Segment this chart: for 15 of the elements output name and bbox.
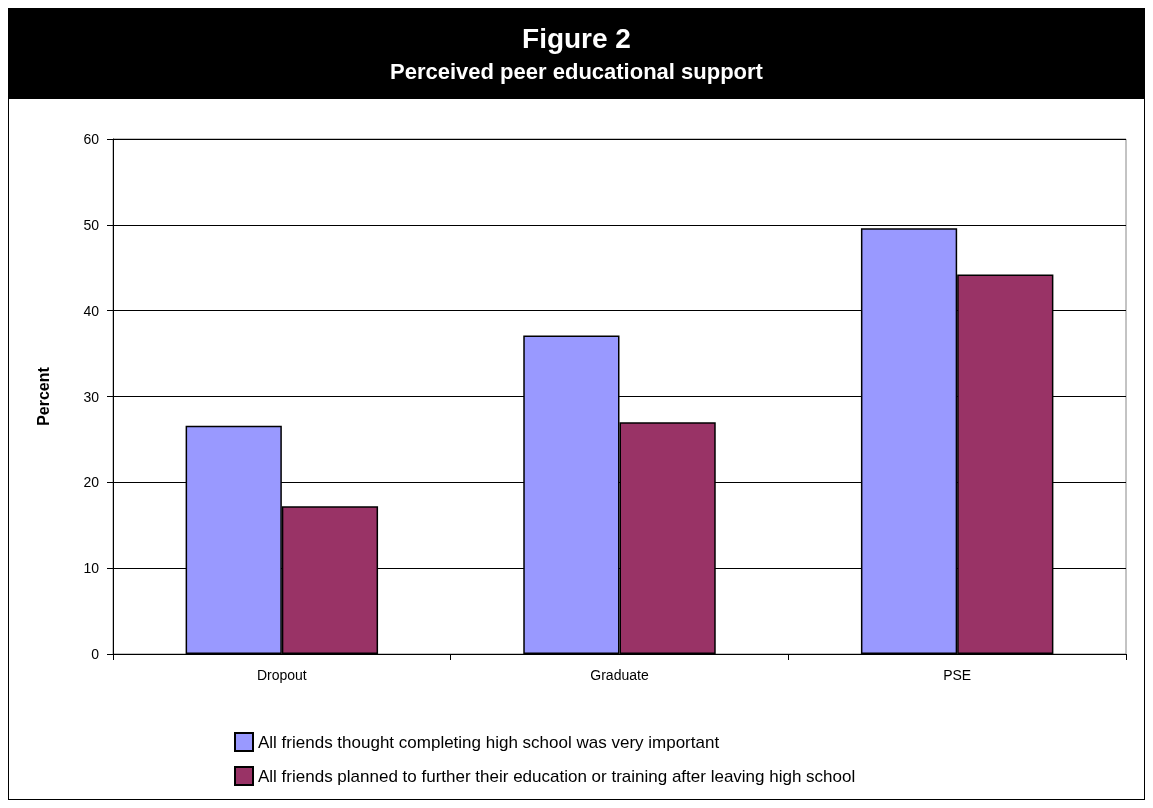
y-tick-label: 50 (83, 216, 100, 233)
legend-label: All friends planned to further their education or training after leaving high school (258, 766, 856, 786)
chart-title: Figure 2 (521, 23, 632, 55)
y-axis-title: Percent (34, 366, 52, 426)
x-tick-label: Dropout (256, 667, 307, 683)
x-tick-label: Graduate (590, 667, 649, 683)
y-tick-label: 60 (83, 131, 100, 147)
x-tick-label: PSE (943, 667, 972, 683)
y-tick-label: 20 (83, 474, 100, 491)
y-tick-label: 30 (83, 388, 100, 405)
y-tick-label: 10 (83, 560, 100, 577)
y-tick-label: 0 (91, 646, 100, 662)
legend-label: All friends thought completing high school was very important (258, 732, 720, 752)
chart-subtitle: Perceived peer educational support (389, 59, 764, 85)
y-tick-label: 40 (83, 302, 100, 319)
